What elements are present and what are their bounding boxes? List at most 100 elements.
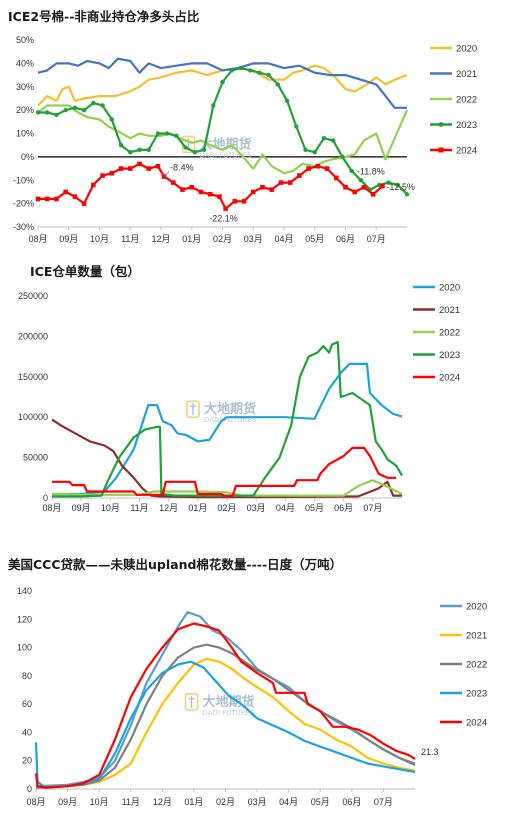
x-tick-label: 08月 bbox=[42, 503, 61, 513]
x-tick-label: 08月 bbox=[26, 797, 45, 807]
y-tick-label: -20% bbox=[13, 199, 34, 209]
x-tick-label: 07月 bbox=[374, 797, 393, 807]
legend-label-2023: 2023 bbox=[439, 350, 460, 361]
data-point-2023 bbox=[45, 110, 50, 115]
data-point-2023 bbox=[118, 142, 124, 148]
x-tick-label: 09月 bbox=[58, 797, 77, 807]
data-point-2023 bbox=[164, 131, 170, 136]
series-line-2023 bbox=[38, 67, 408, 196]
data-point-2024 bbox=[198, 189, 204, 195]
data-point-2024 bbox=[180, 187, 185, 192]
data-point-2023 bbox=[35, 110, 41, 115]
series-line-2020 bbox=[35, 611, 416, 788]
data-point-2024 bbox=[161, 174, 167, 179]
data-point-2024 bbox=[109, 170, 115, 176]
series-line-2020 bbox=[37, 64, 408, 107]
x-tick-label: 12月 bbox=[153, 797, 172, 807]
x-tick-label: 12月 bbox=[151, 234, 170, 244]
x-tick-label: 01月 bbox=[188, 503, 207, 513]
series-line-2024 bbox=[34, 622, 416, 789]
chart-1: ICE2号棉--非商业持仓净多头占比 50% 40% 30% 20% 10% 0% -10% -… bbox=[8, 9, 477, 244]
y-tick-label: 140 bbox=[17, 586, 32, 596]
y-tick-label: -30% bbox=[13, 222, 34, 232]
y-tick-label: 60 bbox=[22, 699, 32, 709]
data-point-2024 bbox=[232, 198, 238, 204]
y-tick-label: 100 bbox=[17, 643, 32, 653]
series-line-2021 bbox=[37, 57, 407, 109]
legend-label-2021: 2021 bbox=[466, 631, 487, 642]
x-tick-label: 04月 bbox=[279, 797, 298, 807]
data-point-2024 bbox=[171, 180, 176, 185]
data-point-2024 bbox=[146, 166, 151, 171]
legend-label-2020: 2020 bbox=[456, 44, 477, 55]
data-point-2023 bbox=[72, 105, 78, 110]
data-point-2024 bbox=[315, 163, 321, 169]
data-point-2023 bbox=[109, 117, 115, 122]
legend-label-2024: 2024 bbox=[466, 718, 487, 729]
data-point-2023 bbox=[54, 112, 59, 118]
y-tick-label: 20 bbox=[22, 756, 32, 766]
chart-2: ICE仓单数量（包） 250000 200000 150000 100000 50000 0… bbox=[18, 264, 460, 513]
data-point-2024 bbox=[361, 184, 367, 190]
x-tick-label: 10月 bbox=[101, 503, 120, 513]
y-tick-label: 120 bbox=[17, 614, 32, 624]
annotation-leader bbox=[163, 171, 170, 177]
watermark-brand: 大地期货 bbox=[204, 401, 256, 417]
chart-title: ICE2号棉--非商业持仓净多头占比 bbox=[8, 9, 200, 24]
data-point-2023 bbox=[155, 131, 161, 136]
data-point-2023 bbox=[257, 70, 262, 75]
x-tick-label: 08月 bbox=[28, 234, 47, 244]
data-point-2024 bbox=[241, 198, 247, 204]
watermark-brand: 大地期货 bbox=[203, 694, 255, 710]
watermark-logo-mark bbox=[188, 695, 195, 708]
data-point-2024 bbox=[54, 196, 59, 202]
x-tick-label: 01月 bbox=[184, 797, 203, 807]
x-tick-label: 04月 bbox=[276, 503, 295, 513]
x-tick-label: 07月 bbox=[367, 234, 386, 244]
data-point-2024 bbox=[269, 187, 274, 192]
x-tick-label: 09月 bbox=[59, 234, 78, 244]
data-point-2023 bbox=[294, 124, 299, 129]
watermark-brand-en: DADI FUTURES bbox=[200, 151, 253, 159]
legend-label-2022: 2022 bbox=[456, 95, 477, 106]
data-point-2023 bbox=[229, 68, 234, 73]
legend-marker-2024 bbox=[438, 147, 444, 153]
watermark-logo-mark bbox=[190, 403, 196, 416]
y-tick-label: 100000 bbox=[18, 412, 48, 422]
series-line-2023 bbox=[52, 341, 403, 498]
data-point-2023 bbox=[63, 107, 68, 113]
data-point-2023 bbox=[331, 138, 336, 143]
y-tick-label: 0% bbox=[21, 152, 34, 162]
x-tick-label: 07月 bbox=[363, 503, 382, 513]
chart-3: 美国CCC贷款——未赎出upland棉花数量----日度（万吨） 140 120 10… bbox=[8, 557, 487, 807]
series-line-2020 bbox=[52, 362, 403, 496]
data-point-2023 bbox=[358, 178, 364, 183]
data-label: -8.4% bbox=[170, 163, 194, 173]
y-tick-label: 200000 bbox=[18, 331, 48, 341]
data-label: -22.1% bbox=[209, 214, 238, 224]
y-tick-label: 250000 bbox=[18, 291, 48, 301]
data-point-2024 bbox=[352, 189, 358, 195]
x-tick-label: 04月 bbox=[274, 234, 293, 244]
data-point-2024 bbox=[155, 163, 161, 169]
data-point-2023 bbox=[247, 68, 253, 73]
data-point-2024 bbox=[217, 194, 222, 199]
data-point-2024 bbox=[333, 175, 339, 181]
data-point-2023 bbox=[91, 100, 96, 106]
x-tick-label: 09月 bbox=[72, 503, 91, 513]
data-point-2024 bbox=[137, 161, 142, 167]
data-point-2023 bbox=[303, 147, 308, 153]
data-point-2023 bbox=[174, 133, 179, 139]
data-point-2023 bbox=[275, 82, 281, 87]
data-point-2024 bbox=[44, 196, 50, 202]
legend-label-2020: 2020 bbox=[466, 602, 487, 613]
data-point-2023 bbox=[201, 147, 207, 153]
data-point-2023 bbox=[81, 107, 87, 113]
series-line-2023 bbox=[34, 660, 416, 789]
data-point-2024 bbox=[343, 184, 348, 190]
y-tick-label: -10% bbox=[13, 175, 34, 185]
legend-label-2023: 2023 bbox=[466, 689, 487, 700]
y-tick-label: 40% bbox=[16, 58, 34, 68]
